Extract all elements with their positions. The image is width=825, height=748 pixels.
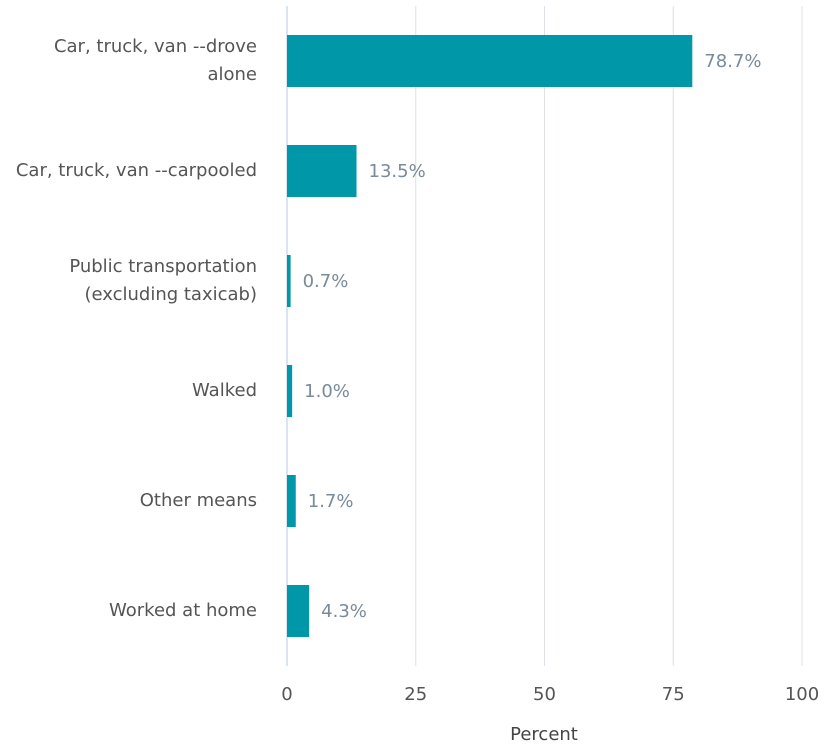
category-label: Car, truck, van --carpooled <box>0 116 257 226</box>
x-tick-label: 50 <box>533 684 556 705</box>
value-label: 1.7% <box>308 491 354 512</box>
category-text: Worked at home <box>109 600 257 621</box>
x-axis-label: Percent <box>510 724 578 745</box>
category-text: Other means <box>139 490 257 511</box>
bar <box>287 475 296 527</box>
category-label: Public transportation (excluding taxicab… <box>0 226 257 336</box>
category-label: Car, truck, van --drove alone <box>0 6 257 116</box>
value-label: 4.3% <box>321 601 367 622</box>
bar <box>287 255 291 307</box>
bar <box>287 145 357 197</box>
x-tick-label: 25 <box>404 684 427 705</box>
value-label: 13.5% <box>369 161 426 182</box>
bar <box>287 365 293 417</box>
category-label: Other means <box>0 446 257 556</box>
category-text: Walked <box>192 380 257 401</box>
category-label: Walked <box>0 336 257 446</box>
value-label: 78.7% <box>704 51 761 72</box>
bar <box>287 35 693 87</box>
category-text: Car, truck, van --drove alone <box>53 36 257 85</box>
x-tick-label: 0 <box>281 684 292 705</box>
x-tick-label: 100 <box>785 684 819 705</box>
category-label: Worked at home <box>0 556 257 666</box>
value-label: 0.7% <box>303 271 349 292</box>
x-tick-label: 75 <box>662 684 685 705</box>
value-label: 1.0% <box>304 381 350 402</box>
category-text: Public transportation (excluding taxicab… <box>69 256 257 305</box>
category-text: Car, truck, van --carpooled <box>15 160 257 181</box>
bar <box>287 585 310 637</box>
